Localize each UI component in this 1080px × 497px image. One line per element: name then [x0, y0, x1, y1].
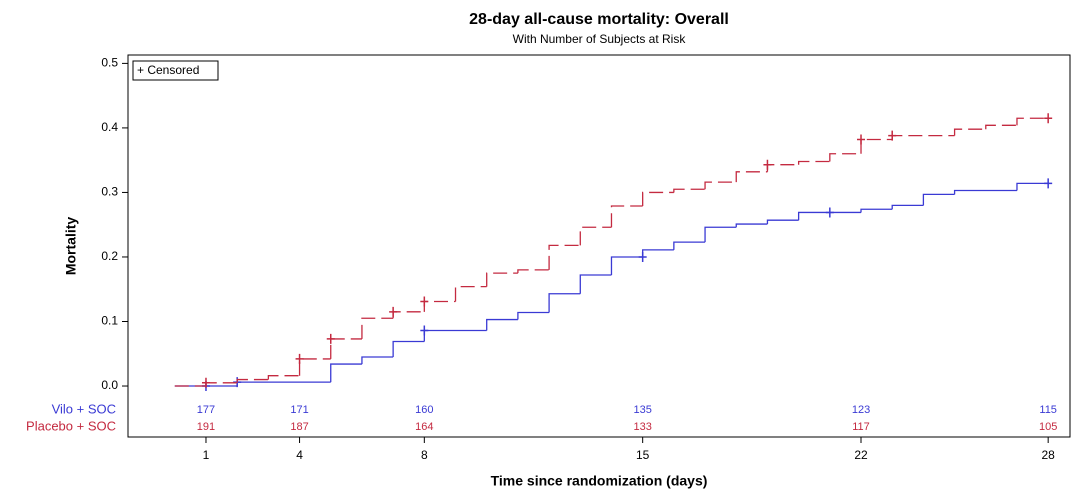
x-tick-label: 28 — [1041, 448, 1055, 462]
y-tick-label: 0.0 — [101, 378, 118, 392]
step-segment — [1016, 182, 1049, 191]
step-segment — [330, 363, 362, 383]
step-segment — [548, 244, 581, 270]
step-segment — [454, 286, 487, 302]
step-segment — [330, 338, 362, 359]
censor-mark — [763, 159, 772, 170]
censor-mark — [888, 130, 897, 141]
at-risk-count: 133 — [633, 421, 651, 433]
censor-mark — [1044, 178, 1053, 189]
step-segment — [766, 219, 799, 225]
censor-mark — [201, 377, 210, 388]
x-tick-label: 4 — [296, 448, 303, 462]
step-segment — [891, 135, 955, 140]
step-segment — [953, 128, 986, 136]
step-segment — [610, 205, 643, 228]
censor-mark — [295, 353, 304, 364]
at-risk-count: 177 — [197, 404, 215, 416]
x-tick-label: 8 — [421, 448, 428, 462]
step-segment — [361, 356, 394, 365]
step-segment — [392, 340, 425, 357]
at-risk-count: 123 — [852, 404, 870, 416]
at-risk-count: 105 — [1039, 421, 1057, 433]
step-segment — [423, 300, 456, 312]
plot-frame — [127, 54, 1071, 438]
step-segment — [610, 256, 643, 276]
censor-mark — [389, 306, 398, 317]
x-tick-label: 22 — [854, 448, 868, 462]
step-segment — [517, 269, 550, 274]
step-segment — [392, 311, 425, 319]
legend-label: + Censored — [137, 63, 199, 77]
step-segment — [860, 138, 893, 154]
step-segment — [860, 208, 893, 213]
step-segment — [704, 181, 737, 190]
x-tick-label: 1 — [203, 448, 210, 462]
step-segment — [267, 375, 300, 380]
step-segment — [766, 164, 799, 172]
step-segment — [423, 329, 487, 342]
step-segment — [797, 211, 862, 221]
step-segment — [673, 241, 706, 250]
y-axis-label: Mortality — [63, 217, 79, 276]
y-tick-label: 0.1 — [101, 314, 118, 328]
step-segment — [891, 204, 924, 210]
step-segment — [486, 272, 518, 287]
y-tick-label: 0.2 — [101, 249, 118, 263]
censor-mark — [825, 207, 834, 218]
at-risk-count: 135 — [633, 404, 651, 416]
step-segment — [236, 381, 331, 387]
step-segment — [642, 249, 674, 257]
step-segment — [673, 188, 706, 193]
step-segment — [236, 378, 269, 383]
x-axis-label: Time since randomization (days) — [491, 473, 708, 489]
censor-mark — [1044, 113, 1053, 124]
chart-subtitle: With Number of Subjects at Risk — [513, 32, 687, 46]
y-tick-label: 0.4 — [101, 120, 118, 134]
legend-box — [132, 60, 219, 81]
censor-mark — [857, 134, 866, 145]
step-segment — [486, 318, 518, 331]
at-risk-count: 160 — [415, 404, 433, 416]
step-segment — [735, 171, 768, 183]
censor-mark — [638, 251, 647, 262]
at-risk-count: 115 — [1039, 404, 1057, 416]
step-segment — [517, 311, 550, 320]
step-segment — [829, 153, 862, 162]
at-risk-count: 117 — [852, 421, 870, 433]
censor-mark — [326, 333, 335, 344]
at-risk-count: 191 — [197, 421, 215, 433]
chart-title: 28-day all-cause mortality: Overall — [469, 11, 729, 28]
risk-row-label: Placebo + SOC — [26, 418, 116, 433]
censor-mark — [420, 296, 429, 307]
step-segment — [548, 293, 581, 313]
step-segment — [361, 317, 394, 339]
at-risk-count: 171 — [290, 404, 308, 416]
step-segment — [953, 189, 1017, 195]
at-risk-count: 164 — [415, 421, 433, 433]
step-segment — [797, 160, 830, 165]
at-risk-count: 187 — [290, 421, 308, 433]
y-tick-label: 0.3 — [101, 185, 118, 199]
x-tick-label: 15 — [636, 448, 650, 462]
censor-mark — [420, 325, 429, 336]
step-segment — [579, 226, 612, 246]
step-segment — [579, 274, 612, 294]
step-segment — [1016, 117, 1049, 126]
step-segment — [735, 223, 768, 228]
step-segment — [985, 124, 1017, 130]
step-segment — [922, 193, 955, 206]
risk-row-label: Vilo + SOC — [52, 401, 116, 416]
step-segment — [704, 226, 737, 243]
y-tick-label: 0.5 — [101, 56, 118, 70]
step-segment — [642, 191, 674, 206]
step-segment — [298, 358, 331, 376]
